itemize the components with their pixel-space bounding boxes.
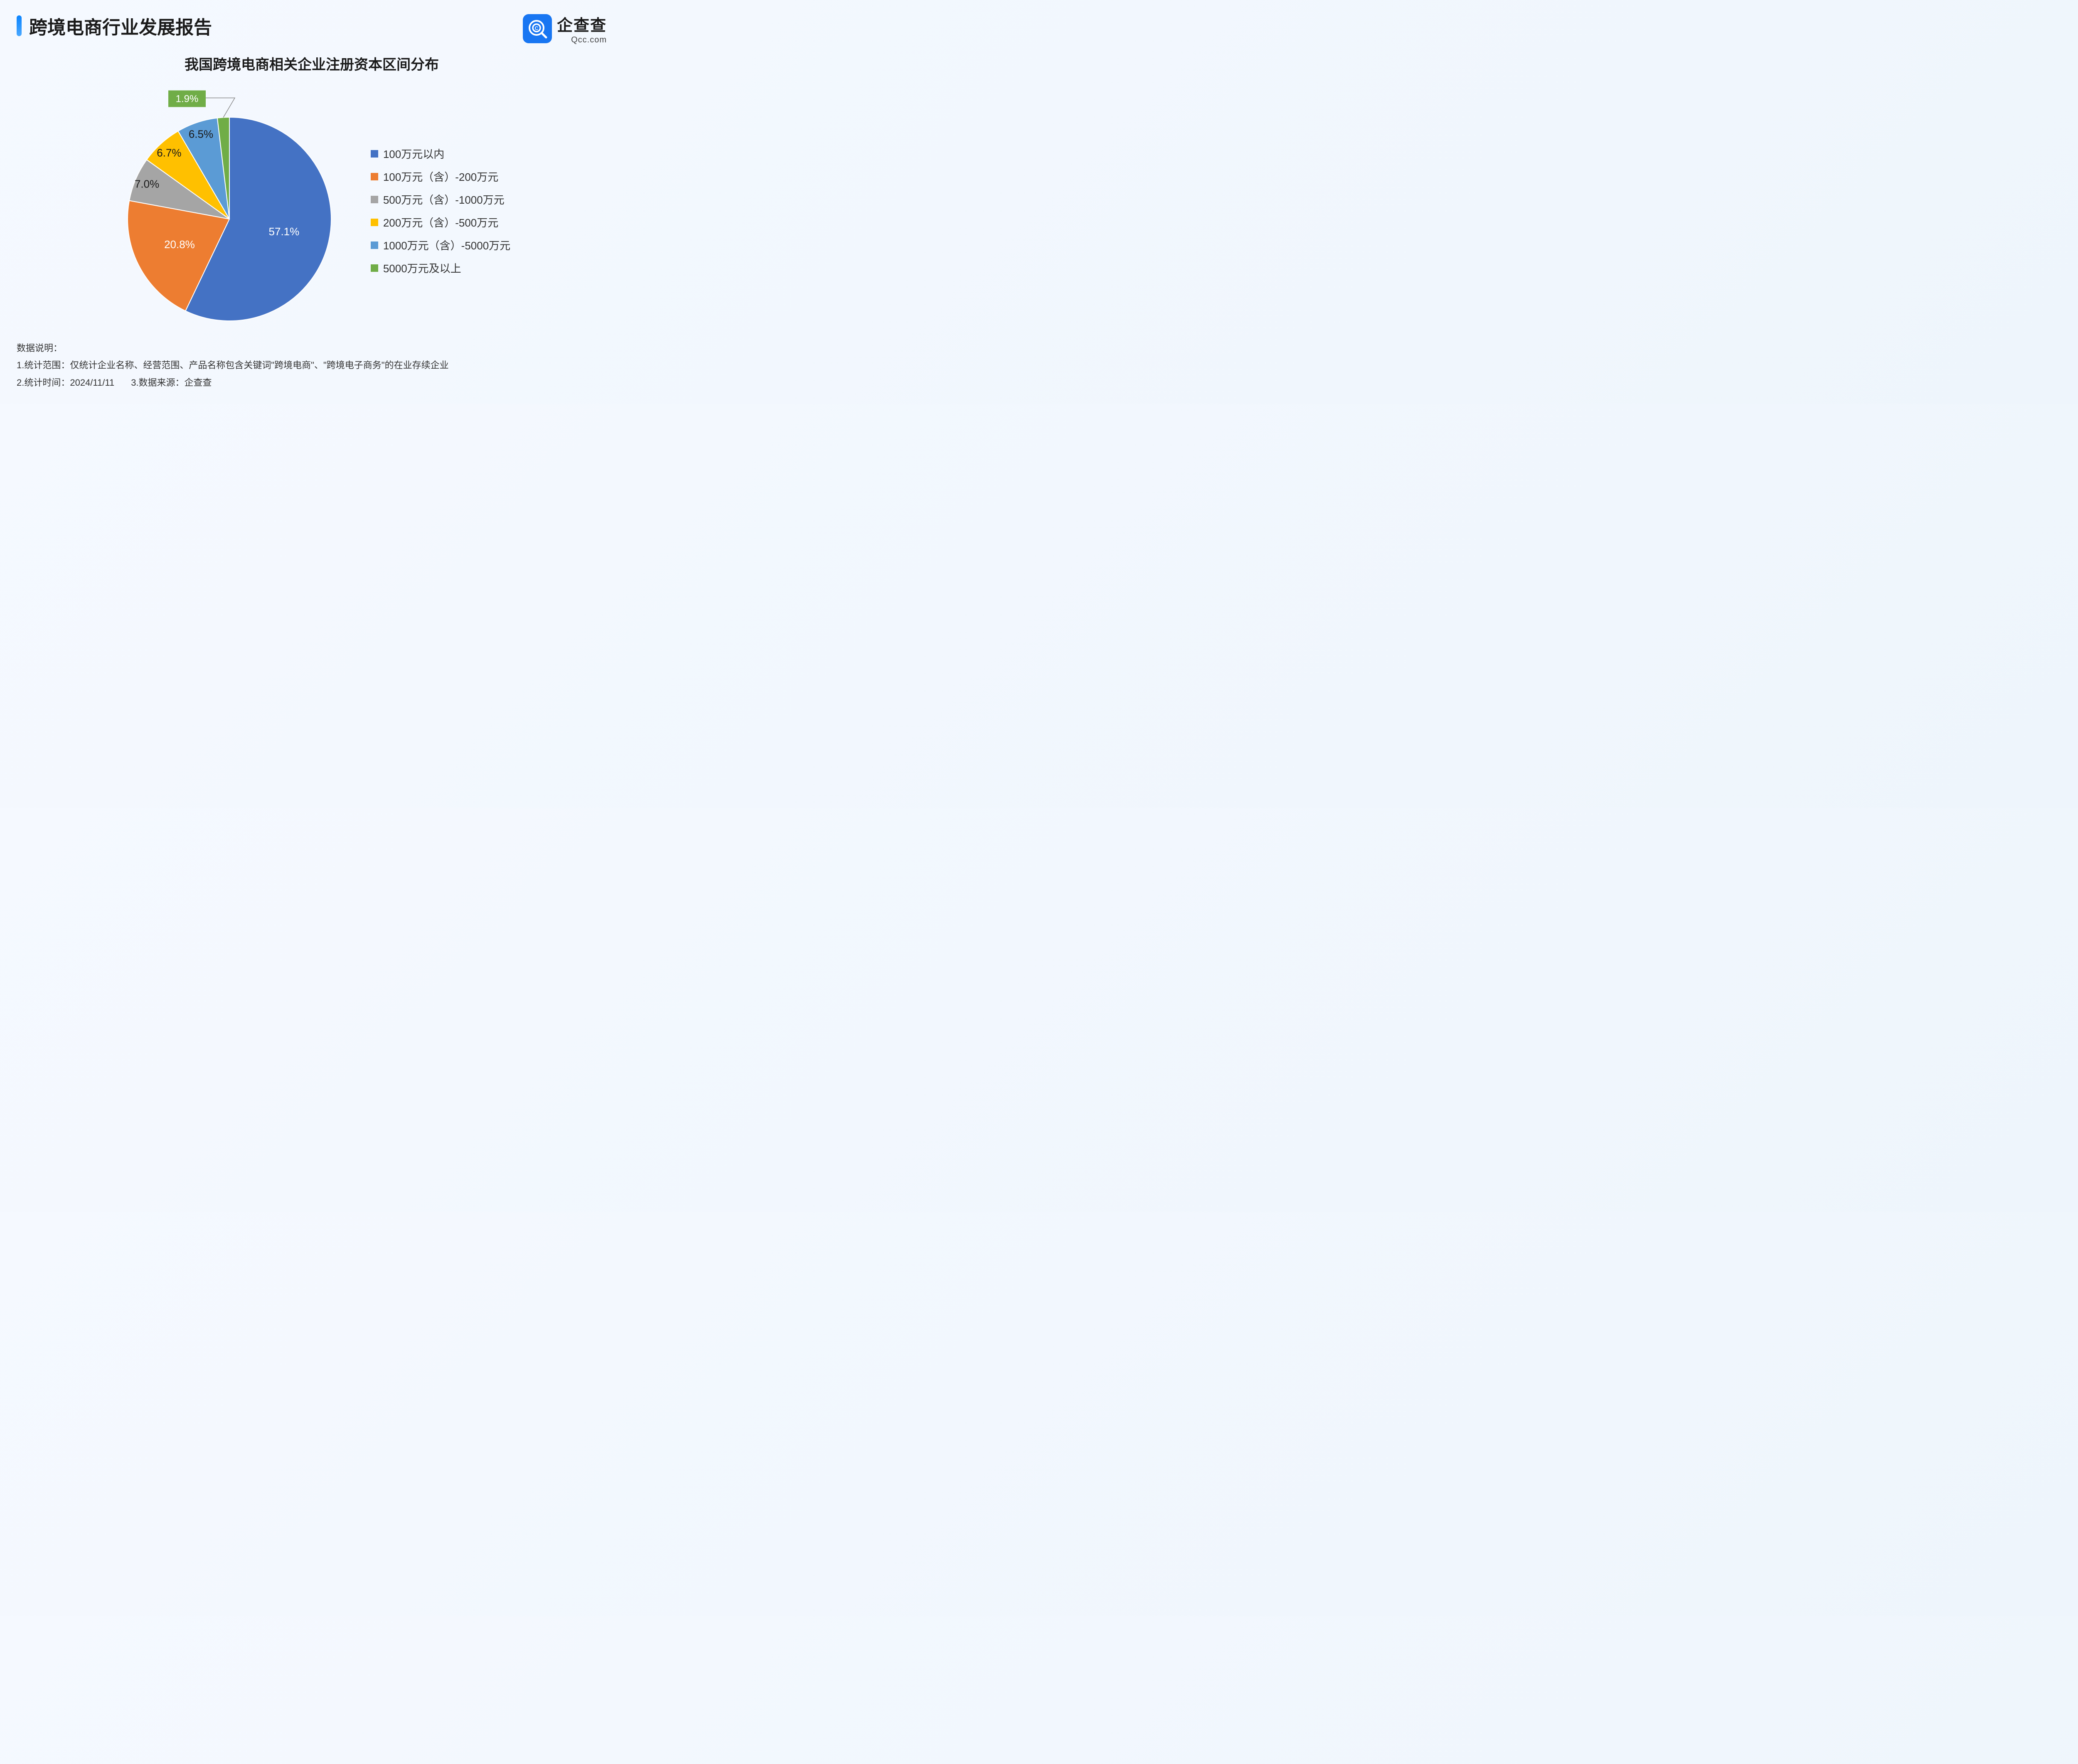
title-wrap: 跨境电商行业发展报告: [17, 12, 212, 39]
slice-label: 6.7%: [157, 147, 181, 159]
legend-label: 100万元以内: [383, 146, 444, 161]
legend-label: 500万元（含）-1000万元: [383, 192, 505, 207]
legend-item: 5000万元及以上: [371, 260, 510, 276]
footer-heading: 数据说明：: [17, 340, 449, 357]
legend-swatch: [371, 241, 378, 249]
legend-swatch: [371, 264, 378, 272]
legend-swatch: [371, 219, 378, 226]
legend-label: 100万元（含）-200万元: [383, 169, 498, 184]
legend-label: 1000万元（含）-5000万元: [383, 237, 510, 253]
chart-area: 57.1% 20.8% 7.0% 6.7% 6.5% 1.9% 100万元以内 100万元（…: [17, 82, 607, 340]
legend-item: 100万元以内: [371, 146, 510, 161]
legend-swatch: [371, 196, 378, 203]
header: 跨境电商行业发展报告 C 企查查 Qcc.com: [17, 12, 607, 45]
slice-label: 20.8%: [164, 238, 195, 251]
footer-stat-time: 2.统计时间：2024/11/11: [17, 374, 114, 392]
slice-label: 1.9%: [175, 94, 198, 105]
legend-label: 5000万元及以上: [383, 260, 461, 276]
footer-data-source: 3.数据来源：企查查: [131, 374, 212, 392]
legend-item: 1000万元（含）-5000万元: [371, 237, 510, 253]
pie-chart: 57.1% 20.8% 7.0% 6.7% 6.5% 1.9%: [113, 94, 346, 327]
brand-logo: C 企查查 Qcc.com: [523, 12, 607, 45]
brand-name-cn: 企查查: [557, 12, 607, 35]
legend-item: 100万元（含）-200万元: [371, 169, 510, 184]
legend-item: 200万元（含）-500万元: [371, 214, 510, 230]
brand-logo-text: 企查查 Qcc.com: [557, 12, 607, 45]
brand-logo-icon: C: [523, 14, 552, 43]
title-accent-bar: [17, 15, 22, 36]
legend-label: 200万元（含）-500万元: [383, 214, 498, 230]
brand-name-en: Qcc.com: [557, 35, 607, 45]
legend-swatch: [371, 173, 378, 180]
slice-label: 7.0%: [135, 178, 159, 190]
legend-item: 500万元（含）-1000万元: [371, 192, 510, 207]
footer-notes: 数据说明： 1.统计范围：仅统计企业名称、经营范围、产品名称包含关键词"跨境电商…: [17, 340, 449, 392]
svg-text:C: C: [535, 25, 539, 31]
slice-label: 57.1%: [268, 225, 299, 238]
chart-title: 我国跨境电商相关企业注册资本区间分布: [17, 53, 607, 74]
legend: 100万元以内 100万元（含）-200万元 500万元（含）-1000万元 200万…: [371, 146, 510, 276]
footer-line-1: 1.统计范围：仅统计企业名称、经营范围、产品名称包含关键词"跨境电商"、"跨境电…: [17, 357, 449, 374]
page-title: 跨境电商行业发展报告: [29, 12, 212, 39]
slice-label: 6.5%: [189, 128, 213, 140]
legend-swatch: [371, 150, 378, 158]
